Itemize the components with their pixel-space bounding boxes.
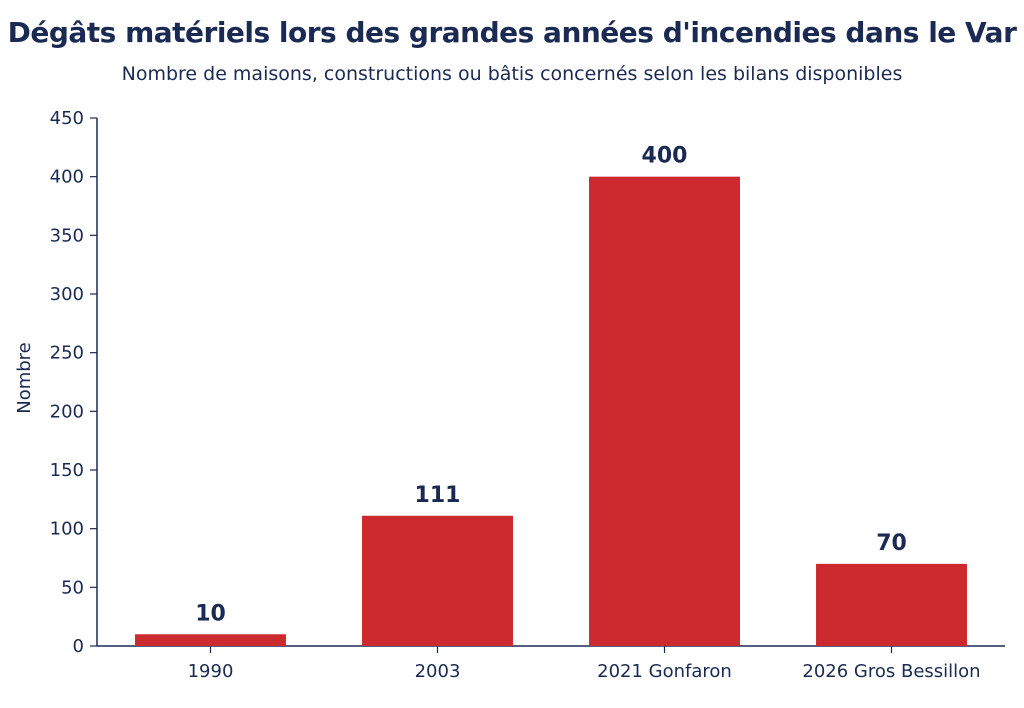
y-tick-label: 250 xyxy=(50,343,84,364)
data-label: 111 xyxy=(415,483,461,508)
y-tick-label: 200 xyxy=(50,401,84,422)
y-tick-label: 300 xyxy=(50,284,84,305)
x-tick-label: 2021 Gonfaron xyxy=(597,661,732,682)
chart-subtitle: Nombre de maisons, constructions ou bâti… xyxy=(122,63,903,85)
bar-2026-gros-bessillon xyxy=(816,563,967,646)
y-tick-label: 350 xyxy=(50,225,84,246)
x-tick-label: 1990 xyxy=(188,661,234,682)
data-label: 70 xyxy=(876,531,907,556)
bar-1990 xyxy=(135,634,286,646)
data-label: 400 xyxy=(642,144,688,169)
y-tick-label: 400 xyxy=(50,167,84,188)
y-tick-label: 100 xyxy=(50,519,84,540)
plot-area: 0 50 100 150 200 250 300 350 400 450 1990 10 2003 111… xyxy=(50,108,1005,682)
bar-2021-gonfaron xyxy=(589,176,740,646)
y-tick-label: 0 xyxy=(73,636,84,657)
x-tick-label: 2026 Gros Bessillon xyxy=(802,661,980,682)
y-tick-label: 450 xyxy=(50,108,84,129)
data-label: 10 xyxy=(195,601,226,626)
y-axis-label: Nombre xyxy=(14,342,35,414)
y-tick-label: 50 xyxy=(61,577,84,598)
bar-2003 xyxy=(362,515,513,646)
chart-title: Dégâts matériels lors des grandes années… xyxy=(8,16,1017,49)
x-tick-label: 2003 xyxy=(415,661,461,682)
y-tick-label: 150 xyxy=(50,460,84,481)
